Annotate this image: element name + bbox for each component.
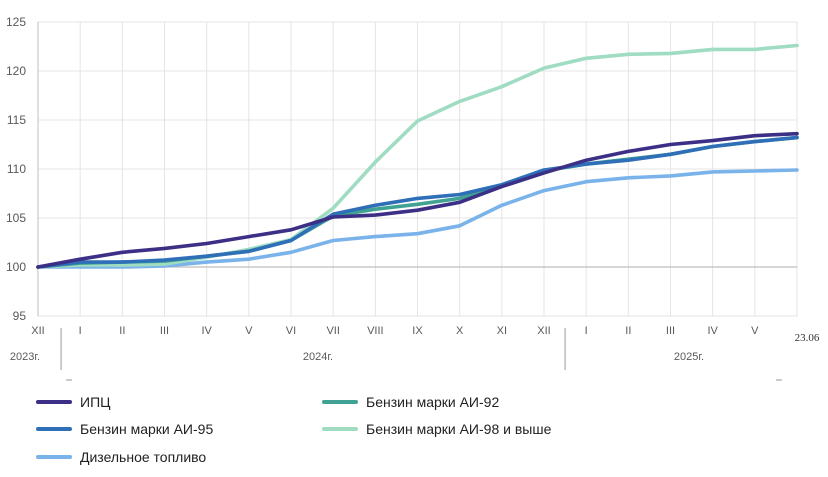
x-tick-label: III <box>666 325 675 337</box>
x-tick-label: VII <box>326 325 339 337</box>
x-tick-label: III <box>160 325 169 337</box>
series-lines <box>36 43 799 269</box>
x-tick-label: IV <box>707 325 718 337</box>
x-tick-label: XI <box>497 325 507 337</box>
x-tick-label: 23.06 <box>795 332 820 344</box>
legend-swatch-ai95 <box>36 427 72 431</box>
series-line-ai98 <box>36 43 799 269</box>
x-tick-labels: XII I II III IV V VI VII VIII IX X XI XII I II III IV V23… <box>31 325 820 344</box>
x-tick-label: I <box>79 325 82 337</box>
legend-item-ai92: Бензин марки АИ-92 <box>322 391 499 413</box>
x-tick-label: VIII <box>367 325 384 337</box>
y-tick-label: 110 <box>7 162 26 176</box>
x-tick-label: V <box>751 325 759 337</box>
y-tick-labels: 95 100 105 110 115 120 125 <box>6 15 26 323</box>
year-label: 2023г. <box>10 351 40 363</box>
y-tick-label: 95 <box>13 309 27 323</box>
legend-item-ai98: Бензин марки АИ-98 и выше <box>322 418 551 440</box>
x-tick-label: II <box>625 325 631 337</box>
x-tick-label: I <box>585 325 588 337</box>
x-tick-label: XII <box>31 325 44 337</box>
legend-label-ai98: Бензин марки АИ-98 и выше <box>366 421 552 437</box>
year-label: 2025г. <box>674 351 704 363</box>
legend-label-cpi: ИПЦ <box>80 394 111 410</box>
x-tick-label: IV <box>201 325 212 337</box>
legend-label-ai95: Бензин марки АИ-95 <box>80 421 214 437</box>
series-line-ai95 <box>36 135 799 269</box>
x-tick-label: II <box>119 325 125 337</box>
series-line-diesel <box>36 168 799 269</box>
legend-item-ai95: Бензин марки АИ-95 <box>36 418 213 440</box>
y-tick-label: 100 <box>6 260 26 274</box>
y-tick-label: 115 <box>7 113 26 127</box>
horizontal-gridlines <box>38 21 797 317</box>
legend-swatch-ai98 <box>322 427 358 431</box>
legend-label-diesel: Дизельное топливо <box>80 449 207 465</box>
legend-item-diesel: Дизельное топливо <box>36 446 206 468</box>
legend-swatch-ai92 <box>322 400 358 404</box>
year-separators <box>60 328 782 381</box>
y-tick-label: 120 <box>6 64 26 78</box>
legend-item-cpi: ИПЦ <box>36 391 110 413</box>
x-tick-label: XII <box>537 325 550 337</box>
legend-swatch-cpi <box>36 400 72 404</box>
x-tick-label: X <box>456 325 464 337</box>
x-tick-label: IX <box>412 325 423 337</box>
year-labels: 2023г. 2024г. 2025г. <box>10 351 704 363</box>
legend-swatch-diesel <box>36 455 72 459</box>
legend-label-ai92: Бензин марки АИ-92 <box>366 394 500 410</box>
x-tick-label: VI <box>286 325 296 337</box>
series-line-cpi <box>36 131 799 269</box>
year-label: 2024г. <box>303 351 333 363</box>
y-tick-label: 125 <box>6 15 26 29</box>
x-tick-label: V <box>245 325 253 337</box>
y-tick-label: 105 <box>6 211 26 225</box>
